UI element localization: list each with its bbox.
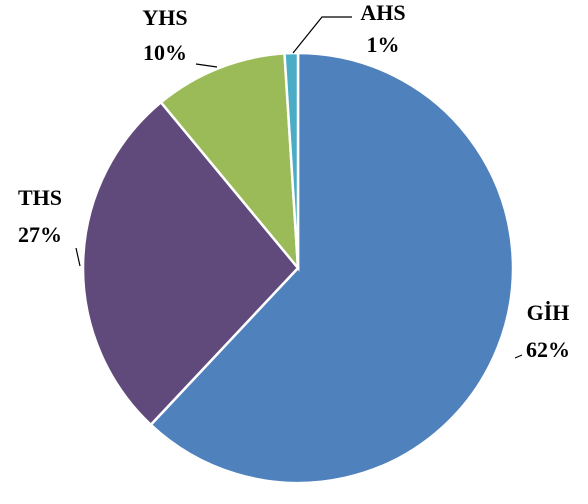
slice-value-label: 1%: [367, 32, 400, 57]
slice-value-label: 27%: [18, 222, 62, 247]
leader-line: [195, 63, 218, 68]
pie-slice: [283, 51, 300, 269]
slice-label: AHS: [360, 0, 405, 25]
pie-slice: [159, 52, 300, 272]
leader-line: [75, 247, 81, 267]
slice-value-label: 62%: [526, 337, 570, 362]
slice-label: YHS: [142, 5, 187, 30]
slice-label: THS: [18, 185, 62, 210]
leader-line: [514, 354, 523, 359]
slice-value-label: 10%: [143, 40, 187, 65]
slice-label: GİH: [527, 300, 570, 325]
slices: [81, 51, 515, 485]
pie-slice: [149, 51, 515, 485]
pie-slice: [81, 100, 300, 427]
leader-line: [292, 16, 352, 54]
